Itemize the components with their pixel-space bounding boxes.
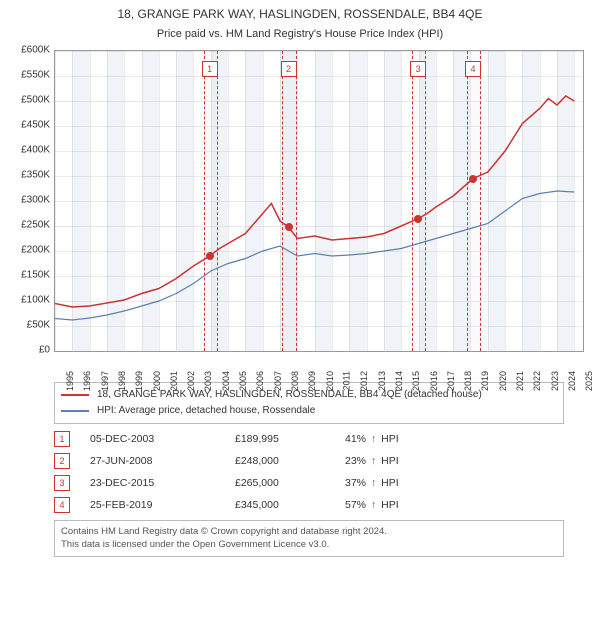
x-tick-label: 2022	[532, 371, 542, 391]
y-tick-label: £350K	[21, 170, 50, 181]
y-tick-label: £500K	[21, 95, 50, 106]
sale-pct: 37% ↑ HPI	[345, 477, 415, 489]
sale-price: £248,000	[235, 455, 345, 467]
y-tick-label: £300K	[21, 195, 50, 206]
y-axis-labels: £0£50K£100K£150K£200K£250K£300K£350K£400…	[10, 50, 52, 352]
x-tick-label: 2002	[186, 371, 196, 391]
legend-swatch	[61, 410, 89, 412]
x-tick-label: 1997	[100, 371, 110, 391]
x-tick-label: 2012	[359, 371, 369, 391]
y-tick-label: £550K	[21, 70, 50, 81]
legend-swatch	[61, 394, 89, 396]
x-tick-label: 2019	[480, 371, 490, 391]
x-tick-label: 2006	[255, 371, 265, 391]
x-tick-label: 2020	[498, 371, 508, 391]
x-tick-label: 2015	[411, 371, 421, 391]
x-tick-label: 2014	[394, 371, 404, 391]
x-tick-label: 2000	[152, 371, 162, 391]
line-series-svg	[55, 51, 583, 351]
sales-row: 2 27-JUN-2008£248,00023% ↑ HPI	[54, 450, 564, 472]
chart-box: £0 £50K £100K £150K £200K £250K £300K £350K £400…	[10, 46, 590, 376]
x-tick-label: 2009	[307, 371, 317, 391]
y-tick-label: £150K	[21, 270, 50, 281]
y-tick-label: £100K	[21, 295, 50, 306]
attribution-box: Contains HM Land Registry data © Crown c…	[54, 520, 564, 557]
sale-date: 23-DEC-2015	[90, 477, 235, 489]
y-tick-label: £250K	[21, 220, 50, 231]
sale-marker: 3	[410, 61, 426, 77]
x-tick-label: 2023	[550, 371, 560, 391]
x-axis-labels: 1995199619971998199920002001200220032004…	[54, 354, 584, 376]
x-tick-label: 2005	[238, 371, 248, 391]
x-tick-label: 1999	[134, 371, 144, 391]
sale-dot	[285, 223, 293, 231]
x-tick-label: 2004	[221, 371, 231, 391]
sale-index-box: 1	[54, 431, 70, 447]
x-tick-label: 1995	[65, 371, 75, 391]
x-tick-label: 2018	[463, 371, 473, 391]
sale-pct: 23% ↑ HPI	[345, 455, 415, 467]
plot-area: 1 2 3 4	[54, 50, 584, 352]
x-tick-label: 2010	[325, 371, 335, 391]
y-tick-label: £50K	[27, 320, 50, 331]
sale-date: 05-DEC-2003	[90, 433, 235, 445]
sales-table: 1 05-DEC-2003£189,99541% ↑ HPI 2 27-JUN-200…	[54, 428, 564, 516]
sale-price: £189,995	[235, 433, 345, 445]
chart-container: 18, GRANGE PARK WAY, HASLINGDEN, ROSSEND…	[0, 0, 600, 569]
sale-marker: 2	[281, 61, 297, 77]
chart-subtitle: Price paid vs. HM Land Registry's House …	[10, 28, 590, 40]
sale-pct: 57% ↑ HPI	[345, 499, 415, 511]
chart-title: 18, GRANGE PARK WAY, HASLINGDEN, ROSSEND…	[10, 6, 590, 22]
attribution-line: This data is licensed under the Open Gov…	[61, 538, 557, 551]
series-line	[55, 96, 574, 307]
x-tick-label: 2008	[290, 371, 300, 391]
legend-item: HPI: Average price, detached house, Ross…	[61, 403, 557, 419]
y-tick-label: £600K	[21, 45, 50, 56]
sale-marker: 4	[465, 61, 481, 77]
y-tick-label: £0	[39, 345, 50, 356]
up-arrow-icon: ↑	[371, 433, 376, 445]
sale-pct: 41% ↑ HPI	[345, 433, 415, 445]
x-tick-label: 2024	[567, 371, 577, 391]
up-arrow-icon: ↑	[371, 455, 376, 467]
up-arrow-icon: ↑	[371, 477, 376, 489]
series-line	[55, 191, 574, 320]
sale-marker: 1	[202, 61, 218, 77]
sale-price: £265,000	[235, 477, 345, 489]
attribution-line: Contains HM Land Registry data © Crown c…	[61, 525, 557, 538]
y-tick-label: £450K	[21, 120, 50, 131]
legend-label: HPI: Average price, detached house, Ross…	[97, 403, 315, 419]
sales-row: 1 05-DEC-2003£189,99541% ↑ HPI	[54, 428, 564, 450]
sales-row: 4 25-FEB-2019£345,00057% ↑ HPI	[54, 494, 564, 516]
sale-dot	[469, 175, 477, 183]
x-tick-label: 2021	[515, 371, 525, 391]
sale-date: 25-FEB-2019	[90, 499, 235, 511]
sales-row: 3 23-DEC-2015£265,00037% ↑ HPI	[54, 472, 564, 494]
y-tick-label: £200K	[21, 245, 50, 256]
x-tick-label: 2017	[446, 371, 456, 391]
x-tick-label: 2016	[429, 371, 439, 391]
gridline-horizontal	[55, 351, 583, 352]
x-tick-label: 2013	[377, 371, 387, 391]
sale-dot	[414, 215, 422, 223]
sale-index-box: 3	[54, 475, 70, 491]
x-tick-label: 2007	[273, 371, 283, 391]
x-tick-label: 2001	[169, 371, 179, 391]
sale-dot	[206, 252, 214, 260]
sale-date: 27-JUN-2008	[90, 455, 235, 467]
x-tick-label: 1996	[82, 371, 92, 391]
sale-index-box: 2	[54, 453, 70, 469]
x-tick-label: 2011	[342, 371, 352, 390]
x-tick-label: 2025	[584, 371, 594, 391]
x-tick-label: 2003	[204, 371, 214, 391]
sale-index-box: 4	[54, 497, 70, 513]
sale-price: £345,000	[235, 499, 345, 511]
y-tick-label: £400K	[21, 145, 50, 156]
up-arrow-icon: ↑	[371, 499, 376, 511]
x-tick-label: 1998	[117, 371, 127, 391]
